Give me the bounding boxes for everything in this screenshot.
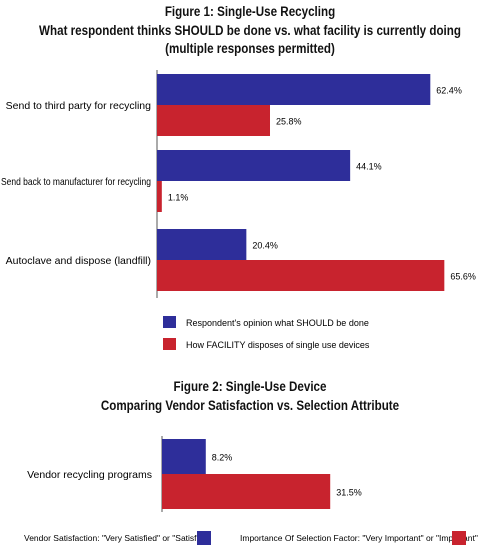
figure1-value-label: 62.4% (436, 86, 462, 96)
figure1-value-label: 20.4% (252, 241, 278, 251)
figure2-value-label: 31.5% (336, 488, 362, 498)
figure1-bar-s1-c2 (157, 260, 445, 291)
figure2-legend-label: Vendor Satisfaction: "Very Satisfied" or… (24, 533, 211, 543)
figure1-value-label: 1.1% (168, 193, 189, 203)
figure2-legend-swatch-s1 (452, 531, 466, 545)
figure2-bar-s1 (162, 474, 331, 509)
figure2-bar-s0 (162, 439, 206, 474)
figure1-bar-s0-c1 (157, 150, 351, 181)
figure1-legend-swatch-s0 (163, 316, 176, 328)
figure1-category-label: Autoclave and dispose (landfill) (6, 255, 151, 267)
figure2-value-label: 8.2% (212, 453, 233, 463)
figure1-bar-s1-c0 (157, 105, 271, 136)
figure1-subtitle-line1: What respondent thinks SHOULD be done vs… (39, 23, 461, 38)
figure1-category-label: Send to third party for recycling (6, 100, 151, 112)
figure1-bar-s1-c1 (157, 181, 162, 212)
figure1-value-label: 65.6% (450, 272, 476, 282)
figure1-legend-swatch-s1 (163, 338, 176, 350)
figure1-category-label: Send back to manufacturer for recycling (1, 176, 151, 188)
figure1-value-label: 44.1% (356, 162, 382, 172)
figure2-category-label: Vendor recycling programs (27, 469, 152, 481)
figure1-legend-label: How FACILITY disposes of single use devi… (186, 340, 370, 350)
figure2-title-line1: Figure 2: Single-Use Device (173, 379, 327, 394)
figure1-legend-label: Respondent's opinion what SHOULD be done (186, 318, 369, 328)
figure2-legend-swatch-s0 (197, 531, 211, 545)
figure1-title: Figure 1: Single-Use Recycling (164, 4, 336, 19)
figure2-legend-label: Importance Of Selection Factor: "Very Im… (240, 533, 478, 543)
figure1-bar-s0-c2 (157, 229, 247, 260)
figure1-bar-s0-c0 (157, 74, 431, 105)
figure1-value-label: 25.8% (276, 117, 302, 127)
figure1-subtitle-line2: (multiple responses permitted) (165, 41, 335, 56)
figure2-title-line2: Comparing Vendor Satisfaction vs. Select… (100, 398, 400, 413)
